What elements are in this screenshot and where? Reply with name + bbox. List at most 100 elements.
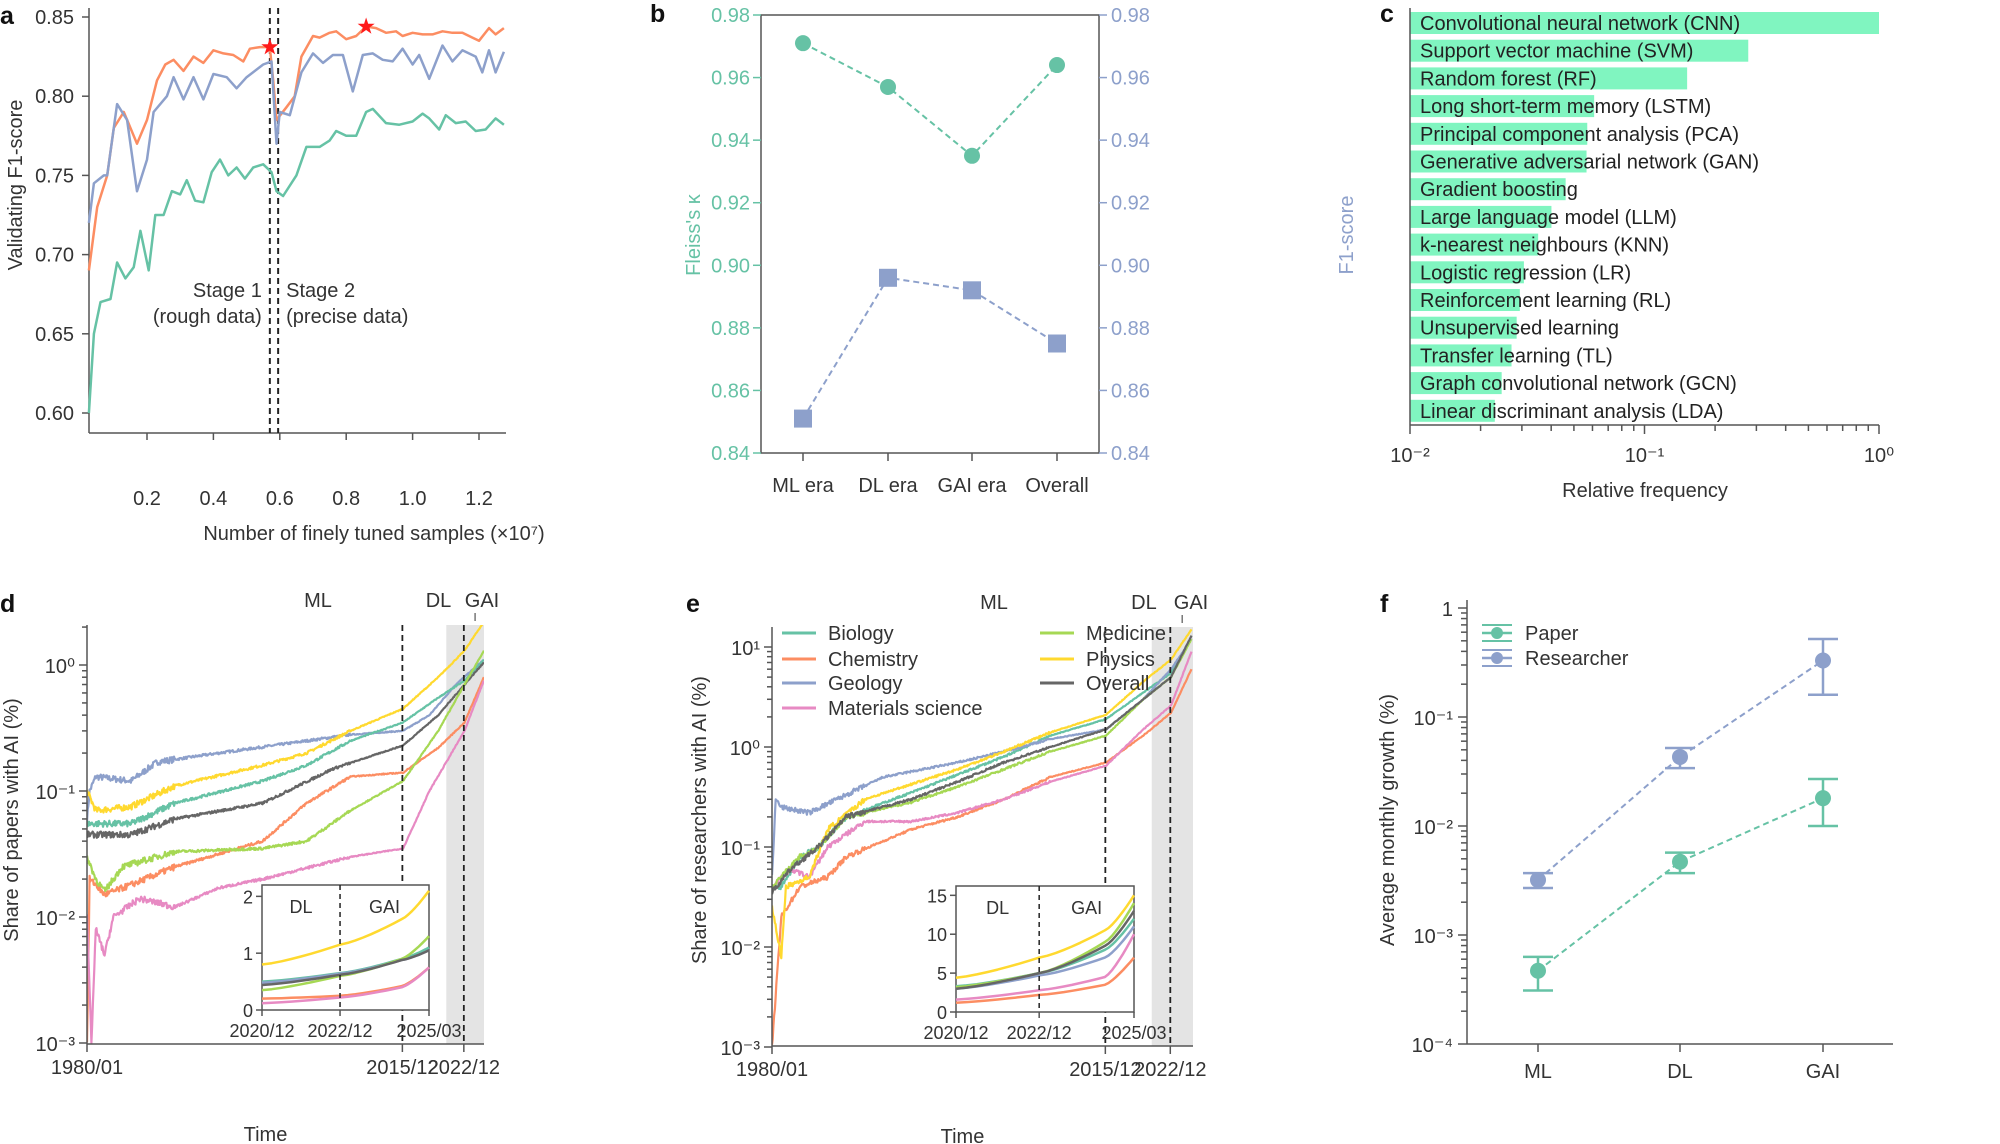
legend-swatch-marker xyxy=(1491,627,1503,639)
series-line-blue xyxy=(87,44,506,224)
x-tick-label: 2015/12 xyxy=(366,1057,438,1079)
panel-label-b: b xyxy=(650,0,665,28)
bar-label: Support vector machine (SVM) xyxy=(1420,41,1693,63)
right-y-tick-label: 0.98 xyxy=(1111,5,1150,27)
bar xyxy=(1410,316,1517,339)
bar-label: Long short-term memory (LSTM) xyxy=(1420,96,1711,118)
y-tick-label: 0.70 xyxy=(35,245,74,267)
left-y-tick-label: 0.96 xyxy=(711,68,750,90)
inset-x-tick-label: 2025/03 xyxy=(396,1021,461,1041)
stage2-label: Stage 2 xyxy=(286,280,355,302)
y-tick-label: 10⁻² xyxy=(36,908,76,930)
left-y-tick-label: 0.94 xyxy=(711,130,750,152)
bar-label: Principal component analysis (PCA) xyxy=(1420,124,1739,146)
y-tick-label: 10⁻³ xyxy=(721,1038,761,1060)
x-tick-label: 0.6 xyxy=(266,488,294,510)
series-group xyxy=(772,628,1193,1045)
series-line-Overall xyxy=(87,661,484,839)
bar xyxy=(1410,95,1595,118)
bar xyxy=(1410,233,1539,256)
bar-label: Convolutional neural network (CNN) xyxy=(1420,13,1740,35)
y-tick-label: 10⁻³ xyxy=(1414,926,1454,948)
stage1-label: Stage 1 xyxy=(193,280,262,302)
y-tick-label: 10⁻⁴ xyxy=(1412,1035,1453,1057)
bar-label: Gradient boosting xyxy=(1420,179,1578,201)
data-point xyxy=(1530,871,1546,888)
x-tick-label: 0.2 xyxy=(133,488,161,510)
legend-label: Geology xyxy=(828,673,903,695)
data-point xyxy=(1815,790,1831,807)
panel-label-e: e xyxy=(686,590,700,618)
inset-label-dl: DL xyxy=(986,898,1009,918)
inset-y-tick-label: 5 xyxy=(937,964,947,984)
stage2-sub-label: (precise data) xyxy=(286,306,408,328)
series-line-Materials science xyxy=(87,680,484,1044)
left-y-tick-label: 0.86 xyxy=(711,380,750,402)
era-label-dl: DL xyxy=(1131,592,1157,614)
bar xyxy=(1410,150,1587,173)
inset-x-tick-label: 2022/12 xyxy=(1007,1023,1072,1043)
series-line-Overall xyxy=(772,635,1193,895)
bar xyxy=(1410,261,1524,284)
y-tick-label: 0.80 xyxy=(35,86,74,108)
bar xyxy=(1410,122,1588,145)
series-line-Materials science xyxy=(772,651,1193,890)
y-axis-label: Validating F1-score xyxy=(5,100,27,271)
best-point-star-icon xyxy=(357,17,375,34)
y-tick-label: 10⁰ xyxy=(45,656,75,678)
series-line-Fleiss's κ xyxy=(802,42,1058,157)
era-label-dl: DL xyxy=(426,590,452,612)
x-axis-label: Number of finely tuned samples (×10⁷) xyxy=(203,523,544,545)
right-y-axis-label: F1-score xyxy=(1336,196,1358,275)
x-axis-label: Time xyxy=(244,1124,288,1144)
left-y-tick-label: 0.98 xyxy=(711,5,750,27)
inset-y-tick-label: 10 xyxy=(927,925,947,945)
series-line-Medicine xyxy=(87,650,484,893)
x-tick-label: 10⁰ xyxy=(1864,445,1894,467)
bar-label: Random forest (RF) xyxy=(1420,68,1597,90)
stage1-sub-label: (rough data) xyxy=(153,306,262,328)
bar-label: Large language model (LLM) xyxy=(1420,207,1677,229)
panel-label-d: d xyxy=(0,590,15,618)
shaded-region xyxy=(1151,627,1193,1046)
bar-label: k-nearest neighbours (KNN) xyxy=(1420,235,1669,257)
y-tick-label: 10⁻¹ xyxy=(721,838,761,860)
series-line-Physics xyxy=(87,625,484,814)
data-point xyxy=(879,268,897,287)
y-tick-label: 0.60 xyxy=(35,403,74,425)
bar-label: Transfer learning (TL) xyxy=(1420,345,1613,367)
inset-x-tick-label: 2020/12 xyxy=(923,1023,988,1043)
inset-series-line-Chemistry xyxy=(955,956,1135,1004)
x-tick-label: ML xyxy=(1524,1061,1552,1083)
right-y-tick-label: 0.92 xyxy=(1111,193,1150,215)
bar-label: Reinforcement learning (RL) xyxy=(1420,290,1671,312)
bar xyxy=(1410,372,1502,395)
bar-label: Generative adversarial network (GAN) xyxy=(1420,152,1759,174)
bar xyxy=(1410,39,1749,62)
x-tick-label: 2022/12 xyxy=(428,1057,500,1079)
era-label-ml: ML xyxy=(304,590,332,612)
x-tick-label: 2022/12 xyxy=(1134,1059,1206,1081)
inset-series-line-Physics xyxy=(955,894,1136,980)
x-tick-label: 2015/12 xyxy=(1069,1059,1141,1081)
inset-series-line-Overall xyxy=(955,910,1136,990)
bar-label: Unsupervised learning xyxy=(1420,318,1619,340)
x-tick-label: DL era xyxy=(858,475,918,497)
plot-frame xyxy=(760,14,1100,454)
series-line-Physics xyxy=(772,628,1193,960)
data-point xyxy=(1048,334,1066,353)
inset-label-gai: GAI xyxy=(369,897,400,917)
inset-series-line-Materials science xyxy=(261,966,430,1005)
left-y-tick-label: 0.88 xyxy=(711,318,750,340)
series-line-Geology xyxy=(87,658,484,823)
inset-label-dl: DL xyxy=(290,897,313,917)
inset-y-tick-label: 2 xyxy=(243,887,253,907)
data-point xyxy=(963,281,981,300)
y-tick-label: 0.65 xyxy=(35,324,74,346)
x-tick-label: 1.0 xyxy=(399,488,427,510)
legend-swatch-marker xyxy=(1491,652,1503,664)
data-point xyxy=(1815,652,1831,669)
bar-label: Graph convolutional network (GCN) xyxy=(1420,373,1737,395)
x-tick-label: DL xyxy=(1667,1061,1693,1083)
